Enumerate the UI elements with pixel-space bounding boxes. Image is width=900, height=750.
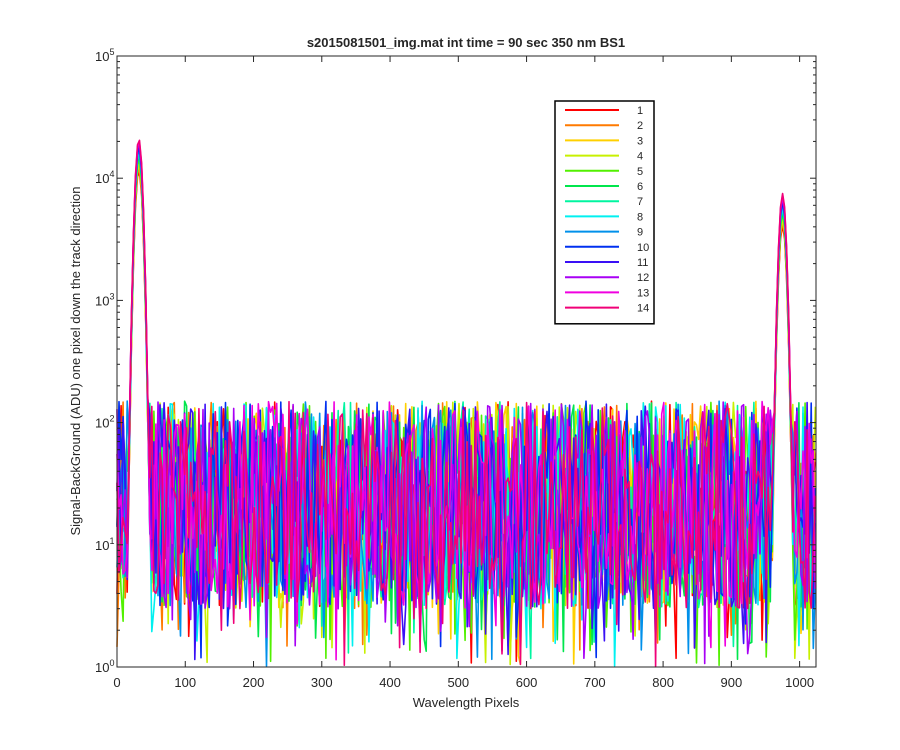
legend-label: 9: [637, 227, 643, 239]
legend-label: 11: [637, 257, 648, 269]
x-tick-label: 800: [652, 675, 674, 690]
y-tick-base: 10: [95, 49, 109, 64]
legend-label: 8: [637, 211, 643, 223]
x-tick-label: 400: [379, 675, 401, 690]
legend-label: 1: [637, 105, 643, 117]
series-line-14: [116, 139, 817, 668]
y-tick-exponent: 4: [109, 169, 114, 179]
legend-label: 12: [637, 272, 649, 284]
legend-label: 3: [637, 135, 643, 147]
series-layer: [116, 139, 817, 668]
legend-label: 6: [637, 181, 643, 193]
x-tick-label: 1000: [785, 675, 814, 690]
x-tick-label: 900: [721, 675, 743, 690]
legend-label: 2: [637, 120, 643, 132]
y-tick-exponent: 1: [109, 536, 114, 546]
y-tick-base: 10: [95, 660, 109, 675]
y-tick-label: 105: [95, 47, 114, 64]
y-tick-exponent: 3: [109, 291, 114, 301]
x-axis-label: Wavelength Pixels: [413, 695, 520, 710]
legend-label: 13: [637, 287, 649, 299]
x-tick-label: 0: [113, 675, 120, 690]
x-tick-label: 600: [516, 675, 538, 690]
x-tick-label: 200: [243, 675, 265, 690]
legend-label: 4: [637, 151, 643, 163]
plot-frame: [116, 55, 817, 668]
x-tick-label: 300: [311, 675, 333, 690]
x-tick-label: 500: [447, 675, 469, 690]
y-tick-label: 102: [95, 414, 114, 431]
y-tick-label: 103: [95, 291, 114, 308]
x-tick-label: 100: [174, 675, 196, 690]
legend-box: [554, 100, 655, 325]
legend-label: 5: [637, 166, 643, 178]
y-axis-label: Signal-BackGround (ADU) one pixel down t…: [68, 186, 83, 535]
legend-label: 10: [637, 242, 649, 254]
x-axis: 0 100 200 300 400 500 600 700 800 900 1000: [113, 56, 814, 690]
y-tick-base: 10: [95, 538, 109, 553]
x-tick-label: 700: [584, 675, 606, 690]
y-tick-base: 10: [95, 293, 109, 308]
y-tick-exponent: 2: [109, 414, 114, 424]
legend-label: 14: [637, 303, 649, 315]
y-tick-base: 10: [95, 171, 109, 186]
y-tick-exponent: 5: [109, 47, 114, 57]
y-tick-base: 10: [95, 416, 109, 431]
chart-title: s2015081501_img.mat int time = 90 sec 35…: [307, 35, 625, 50]
y-tick-label: 104: [95, 169, 114, 186]
y-tick-label: 101: [95, 536, 114, 553]
legend-label: 7: [637, 196, 643, 208]
y-tick-label: 100: [95, 658, 114, 675]
y-tick-exponent: 0: [109, 658, 114, 668]
